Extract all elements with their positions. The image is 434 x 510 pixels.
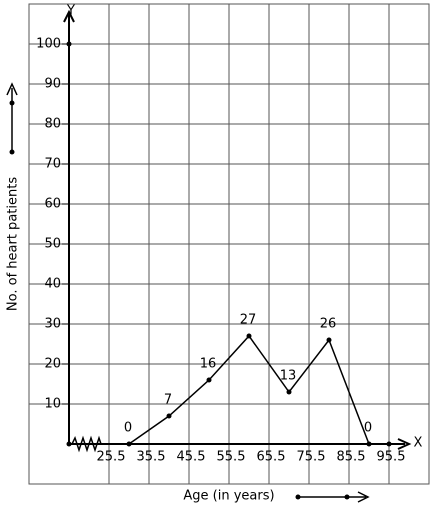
axis-break <box>71 435 102 453</box>
decor-dot <box>9 149 15 155</box>
x-tick-label: 95.5 <box>377 450 406 465</box>
y-tick-label: 90 <box>44 77 61 92</box>
decor-arrow <box>6 82 18 152</box>
line <box>128 334 370 445</box>
y-axis-name: Y <box>66 4 75 19</box>
data-label: 16 <box>200 357 217 372</box>
point <box>286 389 292 395</box>
y-tick-label: 10 <box>44 397 61 412</box>
decor-arrow <box>298 491 370 503</box>
data-label: 0 <box>364 421 372 436</box>
y-tick-label: 40 <box>44 277 61 292</box>
x-axis-title: Age (in years) <box>183 489 274 504</box>
decor-dot <box>295 494 301 500</box>
data-label: 7 <box>164 393 172 408</box>
x-tick-label: 35.5 <box>137 450 166 465</box>
x-axis-name: X <box>414 436 423 451</box>
axis-dot <box>386 441 392 447</box>
y-axis-arrow <box>63 9 75 23</box>
origin-dot <box>66 441 72 447</box>
decor-dot <box>9 100 15 106</box>
y-tick-label: 100 <box>36 37 61 52</box>
y-tick-label: 20 <box>44 357 61 372</box>
point <box>126 441 132 447</box>
data-label: 13 <box>280 369 297 384</box>
data-label: 0 <box>124 421 132 436</box>
grid <box>28 4 429 484</box>
y-tick-label: 30 <box>44 317 61 332</box>
point <box>366 441 372 447</box>
x-tick-label: 55.5 <box>217 450 246 465</box>
x-tick-label: 25.5 <box>97 450 126 465</box>
point <box>206 377 212 383</box>
point <box>166 413 172 419</box>
y-tick-label: 80 <box>44 117 61 132</box>
x-axis-arrow <box>397 438 412 450</box>
point <box>246 333 252 339</box>
x-tick-label: 85.5 <box>337 450 366 465</box>
x-tick-label: 75.5 <box>297 450 326 465</box>
data-label: 26 <box>320 317 337 332</box>
data-label: 27 <box>240 313 257 328</box>
x-tick-label: 45.5 <box>177 450 206 465</box>
decor-dot <box>344 494 350 500</box>
y-tick-label: 60 <box>44 197 61 212</box>
x-tick-label: 65.5 <box>257 450 286 465</box>
point <box>326 337 332 343</box>
y-tick-label: 70 <box>44 157 61 172</box>
y-tick-label: 50 <box>44 237 61 252</box>
y-axis-title: No. of heart patients <box>6 177 21 311</box>
